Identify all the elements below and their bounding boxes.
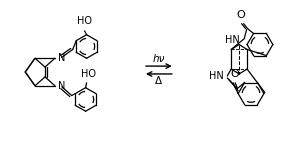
Text: Δ: Δ bbox=[155, 76, 162, 86]
Text: HO: HO bbox=[81, 69, 96, 79]
Text: O: O bbox=[231, 69, 240, 79]
Text: O: O bbox=[236, 10, 245, 20]
Text: HN: HN bbox=[208, 71, 223, 81]
Text: N: N bbox=[58, 53, 65, 63]
Text: hν: hν bbox=[153, 54, 165, 64]
Text: N: N bbox=[58, 81, 65, 91]
Text: HO: HO bbox=[77, 16, 92, 26]
Text: HN: HN bbox=[225, 35, 240, 45]
